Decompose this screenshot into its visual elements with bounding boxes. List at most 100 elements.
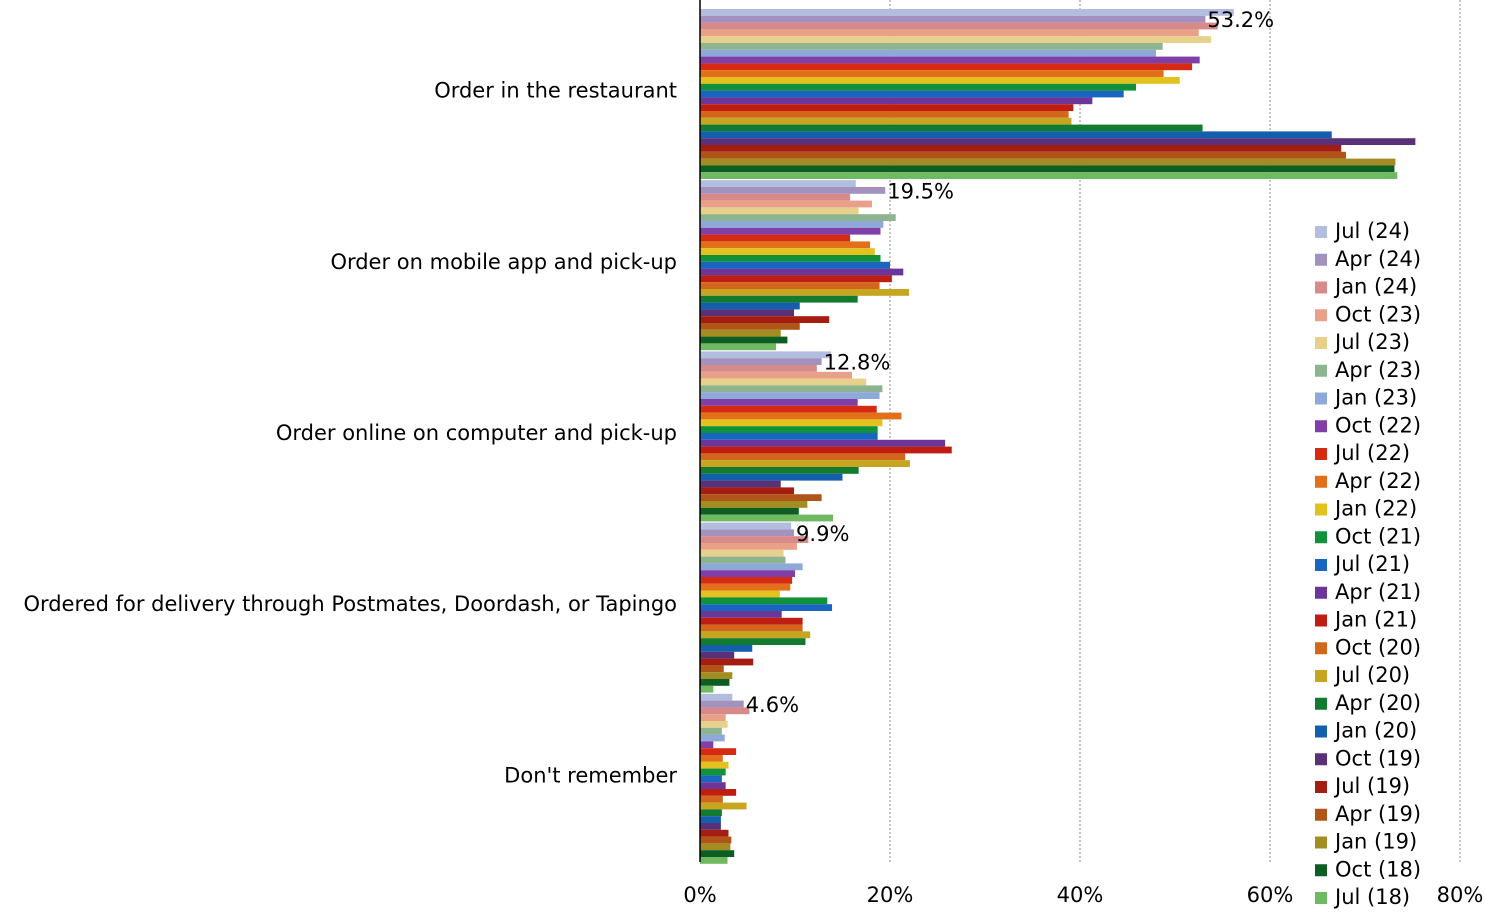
bar: [700, 829, 729, 837]
legend-swatch: [1315, 781, 1327, 793]
legend-label: Jul (21): [1333, 552, 1410, 576]
bar: [700, 49, 1156, 57]
bar: [700, 9, 1234, 16]
bar: [700, 590, 780, 598]
bar: [700, 843, 731, 851]
bar: [700, 679, 730, 686]
x-tick-label: 0%: [683, 883, 716, 907]
legend-label: Apr (20): [1335, 691, 1421, 715]
bar: [700, 180, 856, 187]
category-label: Don't remember: [504, 763, 677, 787]
category-label: Order on mobile app and pick-up: [330, 250, 677, 274]
bar: [700, 768, 726, 776]
legend-swatch: [1315, 420, 1327, 433]
bar: [700, 536, 809, 543]
bar: [700, 187, 886, 194]
legend-swatch: [1315, 892, 1327, 904]
bar: [700, 151, 1346, 159]
bar: [700, 823, 721, 830]
bar: [700, 604, 833, 611]
bar: [700, 501, 808, 508]
bar: [700, 597, 828, 605]
data-label: 12.8%: [824, 351, 891, 375]
legend-swatch: [1315, 559, 1327, 571]
bar: [700, 624, 803, 632]
bar: [700, 227, 881, 235]
legend-swatch: [1315, 670, 1327, 682]
legend-label: Jan (19): [1333, 830, 1417, 854]
legend-label: Apr (23): [1335, 358, 1421, 382]
bar: [700, 261, 890, 269]
bar: [700, 727, 722, 735]
x-tick-labels: 0% 20% 40% 60% 80%: [683, 883, 1483, 907]
legend-swatch: [1315, 531, 1327, 544]
bar: [700, 658, 754, 666]
legend: Jul (24) Apr (24) Jan (24) Oct (23) Jul (23)…: [1315, 219, 1421, 909]
bars: [700, 9, 1416, 864]
legend-label: Apr (21): [1335, 580, 1421, 604]
bar: [700, 529, 795, 537]
bar: [700, 467, 859, 474]
bar: [700, 248, 875, 255]
bar: [700, 145, 1342, 152]
legend-label: Jul (24): [1333, 219, 1410, 243]
bar: [700, 782, 726, 789]
bar: [700, 446, 952, 454]
bar: [700, 816, 721, 823]
x-tick-label: 60%: [1247, 883, 1294, 907]
bar: [700, 460, 910, 467]
bar: [700, 378, 867, 386]
bar: [700, 507, 799, 515]
bar: [700, 426, 878, 433]
bar: [700, 761, 729, 769]
legend-label: Oct (21): [1335, 524, 1421, 548]
bar: [700, 158, 1396, 166]
bar: [700, 543, 797, 550]
legend-label: Jan (24): [1333, 275, 1417, 299]
bar: [700, 693, 733, 701]
bar: [700, 385, 883, 393]
legend-label: Jan (23): [1333, 386, 1417, 410]
legend-label: Jul (22): [1333, 441, 1410, 465]
bar: [700, 700, 744, 708]
bar: [700, 850, 735, 857]
bar: [700, 323, 800, 330]
bar: [700, 63, 1193, 71]
bar: [700, 282, 880, 289]
bar: [700, 358, 822, 365]
category-label: Order in the restaurant: [434, 79, 677, 103]
bar: [700, 77, 1180, 84]
bar: [700, 514, 833, 522]
legend-swatch: [1315, 448, 1327, 460]
bar: [700, 124, 1203, 132]
bar: [700, 70, 1164, 77]
x-tick-label: 80%: [1437, 883, 1484, 907]
legend-swatch: [1315, 725, 1327, 738]
legend-swatch: [1315, 614, 1327, 627]
bar: [700, 289, 909, 296]
bar: [700, 453, 906, 461]
bar: [700, 255, 881, 262]
bar: [700, 371, 852, 379]
bar: [700, 309, 795, 317]
bar: [700, 399, 858, 406]
legend-swatch: [1315, 337, 1327, 349]
bar: [700, 111, 1069, 118]
bar: [700, 268, 904, 276]
legend-swatch: [1315, 226, 1327, 238]
bar: [700, 631, 811, 639]
bar: [700, 56, 1200, 64]
bar: [700, 836, 732, 844]
bar: [700, 15, 1206, 23]
bar: [700, 392, 880, 399]
bar: [700, 97, 1093, 105]
data-label: 19.5%: [887, 179, 954, 203]
legend-swatch: [1315, 864, 1327, 877]
legend-swatch: [1315, 364, 1327, 377]
legend-label: Oct (18): [1335, 857, 1421, 881]
legend-label: Jan (20): [1333, 719, 1417, 743]
bar: [700, 809, 722, 817]
bar: [700, 748, 737, 755]
bar: [700, 138, 1416, 145]
